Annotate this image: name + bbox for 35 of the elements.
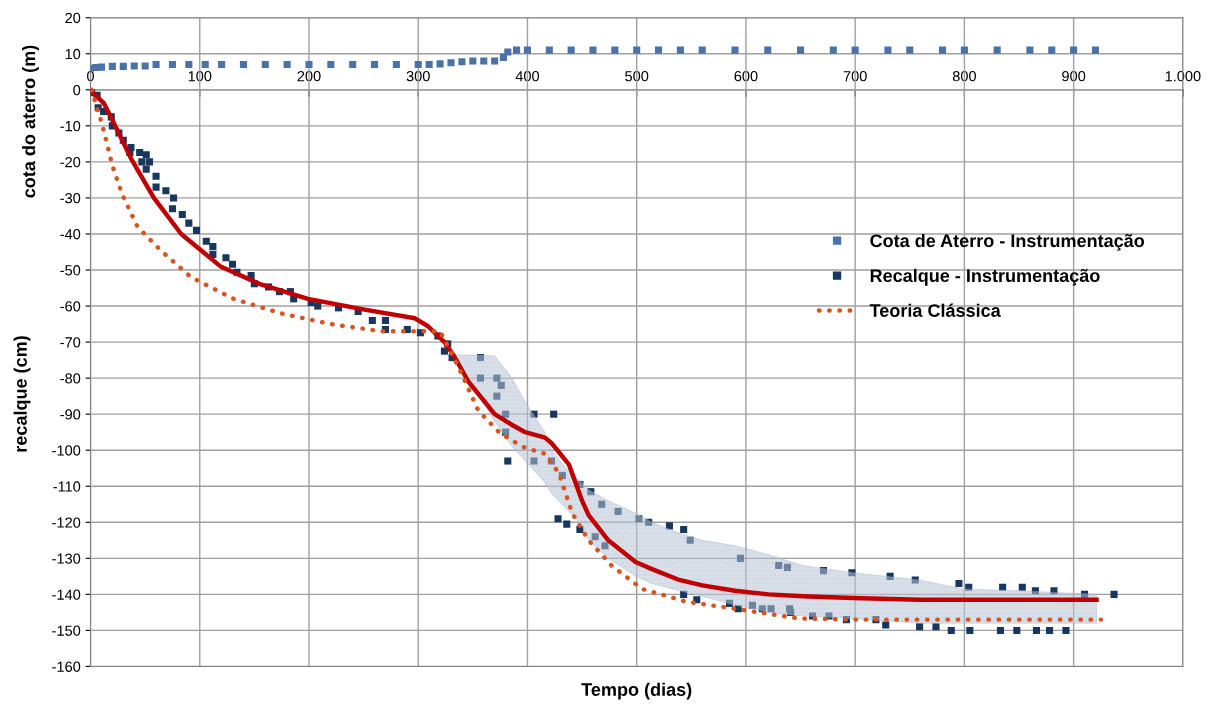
y-tick-label: -160 (52, 661, 81, 672)
y-tick-label: -40 (60, 229, 81, 240)
x-tick-label: 900 (1062, 71, 1086, 82)
x-tick-label: 700 (843, 71, 867, 82)
y-axis-title: recalque (cm) (13, 336, 31, 452)
x-tick-label: 800 (952, 71, 976, 82)
y-tick-label: -110 (53, 481, 81, 492)
y-tick-label: -20 (60, 156, 81, 168)
y-tick-label: 20 (65, 12, 81, 24)
y-tick-label: -150 (52, 625, 81, 636)
legend-label: Recalque - Instrumentação (870, 268, 1100, 286)
y-tick-label: -130 (52, 553, 81, 564)
y-tick-label: -100 (52, 445, 81, 456)
y-tick-label: 0 (73, 84, 81, 96)
x-axis-title: Tempo (dias) (581, 682, 692, 700)
x-tick-label: 500 (625, 71, 649, 82)
x-tick-label: 100 (188, 71, 212, 82)
y-tick-label: 10 (65, 48, 81, 60)
y-tick-label: -80 (60, 373, 81, 384)
y-tick-label: -60 (60, 301, 81, 312)
y-tick-label: -50 (60, 265, 81, 276)
y-tick-label: -30 (60, 193, 81, 204)
x-tick-label: 400 (515, 71, 540, 82)
legend-label: Cota de Aterro - Instrumentação (870, 233, 1145, 251)
x-tick-label: 200 (297, 71, 321, 82)
text: cota do aterro (m) (22, 45, 39, 198)
legend-label: Teoria Clássica (869, 303, 1001, 317)
x-tick-label: 300 (406, 71, 430, 82)
y-tick-label: -10 (60, 120, 81, 132)
y-tick-label: -140 (52, 589, 81, 600)
y-tick-label: -90 (60, 409, 81, 420)
y-tick-label: -70 (60, 337, 81, 348)
y-tick-label: -120 (52, 517, 81, 528)
x-tick-label: 1.000 (1165, 71, 1201, 82)
x-tick-label: 600 (734, 71, 758, 82)
